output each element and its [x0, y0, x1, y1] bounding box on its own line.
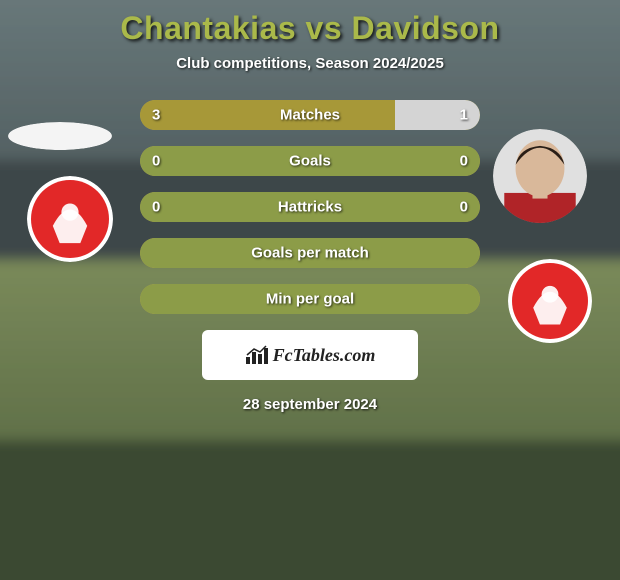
- watermark-text: FcTables.com: [273, 345, 376, 366]
- watermark-fctables: FcTables.com: [202, 330, 418, 380]
- player1-club-badge: [27, 176, 113, 262]
- vs-word: vs: [306, 10, 343, 46]
- comparison-main: 31Matches 00Goals 00Hattricks Goals per mat…: [0, 100, 620, 413]
- stat-label: Goals: [140, 153, 480, 170]
- bars-icon: [245, 345, 269, 365]
- stat-row: 00Goals: [140, 146, 480, 176]
- subtitle: Club competitions, Season 2024/2025: [0, 55, 620, 72]
- stat-label: Matches: [140, 107, 480, 124]
- stat-label: Min per goal: [140, 291, 480, 308]
- player2-name: Davidson: [352, 10, 500, 46]
- player1-name: Chantakias: [120, 10, 296, 46]
- stat-bars: 31Matches 00Goals 00Hattricks Goals per mat…: [140, 100, 480, 314]
- stat-row: 31Matches: [140, 100, 480, 130]
- stat-row: Goals per match: [140, 238, 480, 268]
- player2-club-badge: [508, 259, 592, 343]
- player2-avatar: [493, 129, 587, 223]
- stat-label: Goals per match: [140, 245, 480, 262]
- stat-label: Hattricks: [140, 199, 480, 216]
- comparison-title: Chantakias vs Davidson: [0, 0, 620, 47]
- stat-row: Min per goal: [140, 284, 480, 314]
- date-line: 28 september 2024: [0, 396, 620, 413]
- stat-row: 00Hattricks: [140, 192, 480, 222]
- player1-avatar: [8, 122, 112, 150]
